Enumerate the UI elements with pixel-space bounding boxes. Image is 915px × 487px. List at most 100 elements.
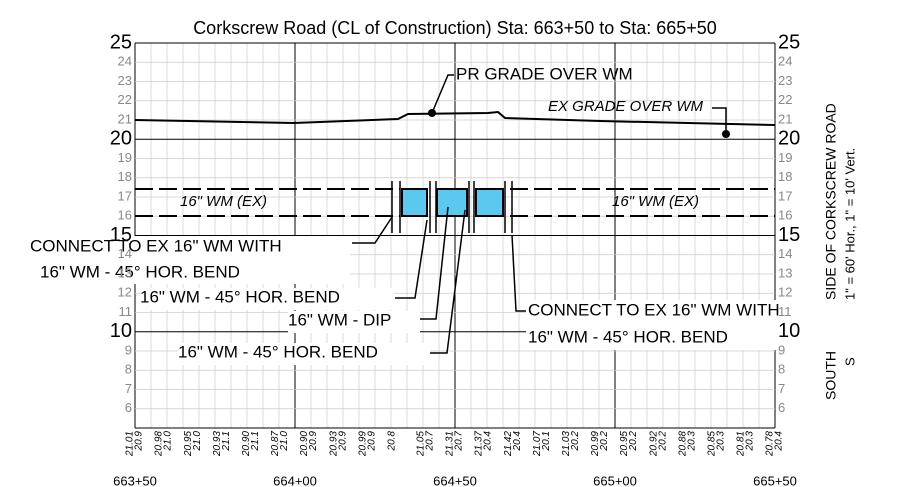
elevation-label: 25: [110, 31, 132, 53]
elevation-value: 20.2: [599, 431, 610, 452]
annotation: 16" WM - 45° HOR. BEND: [40, 262, 240, 281]
elevation-label: 9: [778, 342, 785, 357]
elevation-label: 6: [125, 400, 132, 415]
elevation-value: 20.85: [706, 431, 717, 457]
elevation-value: 21.03: [561, 431, 572, 457]
elevation-label: 16: [778, 208, 792, 223]
elevation-value: 20.4: [512, 431, 523, 452]
elevation-label: 11: [778, 304, 792, 319]
elevation-value: 20.90: [241, 431, 252, 457]
station-label: 665+50: [753, 473, 797, 487]
elevation-label: 13: [778, 265, 792, 280]
elevation-label: 12: [778, 285, 792, 300]
elevation-value: 21.37: [474, 431, 485, 457]
station-label: 664+00: [273, 473, 317, 487]
elevation-label: 14: [118, 246, 132, 261]
annotation: 16" WM - 45° HOR. BEND: [140, 287, 340, 306]
elevation-label: 13: [118, 265, 132, 280]
elevation-value: 20.98: [154, 431, 165, 457]
elevation-label: 24: [118, 54, 132, 69]
elevation-label: 18: [118, 169, 132, 184]
elevation-value: 20.1: [541, 431, 552, 451]
label-bg: [178, 343, 430, 365]
annotation: EX GRADE OVER WM: [548, 98, 704, 115]
annotation: 16" WM - 45° HOR. BEND: [178, 342, 378, 361]
grade-point: [722, 130, 730, 138]
elevation-label: 14: [778, 246, 792, 261]
elevation-value: 21.1: [250, 431, 261, 451]
elevation-value: 21.07: [532, 431, 543, 457]
elevation-value: 20.87: [270, 431, 281, 457]
label-bg: [526, 300, 848, 350]
leaders: [352, 74, 727, 354]
elevation-value: 20.9: [134, 431, 145, 452]
elevation-value: 20.9: [308, 431, 319, 452]
side-note: SOUTH: [823, 351, 839, 400]
elevation-label: 22: [118, 92, 132, 107]
elevation-label: 24: [778, 54, 792, 69]
elevation-label: 8: [125, 362, 132, 377]
annotation: 16" WM - DIP: [288, 310, 391, 329]
side-note: S: [842, 357, 857, 366]
elevation-label: 17: [778, 188, 792, 203]
elevation-label: 6: [778, 400, 785, 415]
station-label: 664+50: [433, 473, 477, 487]
elevation-value: 20.8: [386, 431, 397, 452]
elevation-value: 20.2: [570, 431, 581, 452]
elevation-label: 9: [125, 342, 132, 357]
elevation-label: 17: [118, 188, 132, 203]
elevation-label: 10: [110, 320, 132, 342]
elevation-label: 7: [125, 381, 132, 396]
elevation-label: 23: [778, 73, 792, 88]
elevation-label: 21: [778, 111, 792, 126]
elevation-label: 10: [778, 320, 800, 342]
annotation: CONNECT TO EX 16" WM WITH: [528, 300, 780, 319]
elevation-value: 20.4: [483, 431, 494, 452]
elevation-value: 21.0: [163, 431, 174, 452]
label-bg: [28, 236, 350, 284]
elevation-label: 20: [110, 128, 132, 150]
elevation-label: 15: [778, 224, 800, 246]
annotation: CONNECT TO EX 16" WM WITH: [30, 236, 282, 255]
elevation-value: 21.31: [445, 431, 456, 457]
elevation-value: 20.9: [366, 431, 377, 452]
elevation-value: 20.95: [183, 431, 194, 457]
elevation-label: 19: [778, 150, 792, 165]
label-bg: [288, 311, 420, 333]
elevation-label: 22: [778, 92, 792, 107]
elevation-value: 20.99: [357, 431, 368, 457]
elevation-label: 21: [118, 111, 132, 126]
elevation-value: 21.42: [503, 431, 514, 457]
annotation: 16" WM - 45° HOR. BEND: [528, 327, 728, 346]
elevation-value: 20.78: [765, 431, 776, 457]
annotation: PR GRADE OVER WM: [456, 64, 633, 83]
water-main: [135, 181, 775, 233]
elevation-value: 20.9: [337, 431, 348, 452]
label-bg: [140, 288, 394, 310]
elevation-value: 21.0: [279, 431, 290, 452]
annotation: 16" WM (EX): [612, 193, 699, 210]
side-note: 1" = 60' Hor., 1" = 10' Vert.: [842, 148, 857, 300]
elevation-value: 20.7: [425, 431, 436, 452]
elevation-value: 20.3: [686, 431, 697, 452]
elevation-value: 20.3: [715, 431, 726, 452]
title: Corkscrew Road (CL of Construction) Sta:…: [193, 18, 717, 38]
elevation-value: 20.2: [628, 431, 639, 452]
elevation-value: 20.93: [212, 431, 223, 457]
annotation: 16" WM (EX): [180, 193, 267, 210]
elevation-value: 20.2: [657, 431, 668, 452]
elevation-label: 23: [118, 73, 132, 88]
elevation-value: 20.4: [774, 431, 785, 452]
side-note: SIDE OF CORKSCREW ROAD: [823, 103, 839, 300]
elevation-label: 8: [778, 362, 785, 377]
elevation-label: 25: [778, 31, 800, 53]
elevation-label: 16: [118, 208, 132, 223]
station-label: 665+00: [593, 473, 637, 487]
elevation-value: 21.01: [125, 431, 136, 457]
elevation-label: 12: [118, 285, 132, 300]
elevation-value: 20.3: [745, 431, 756, 452]
grade-line: [134, 110, 776, 126]
elevation-value: 20.93: [328, 431, 339, 457]
elevation-value: 20.88: [677, 431, 688, 457]
